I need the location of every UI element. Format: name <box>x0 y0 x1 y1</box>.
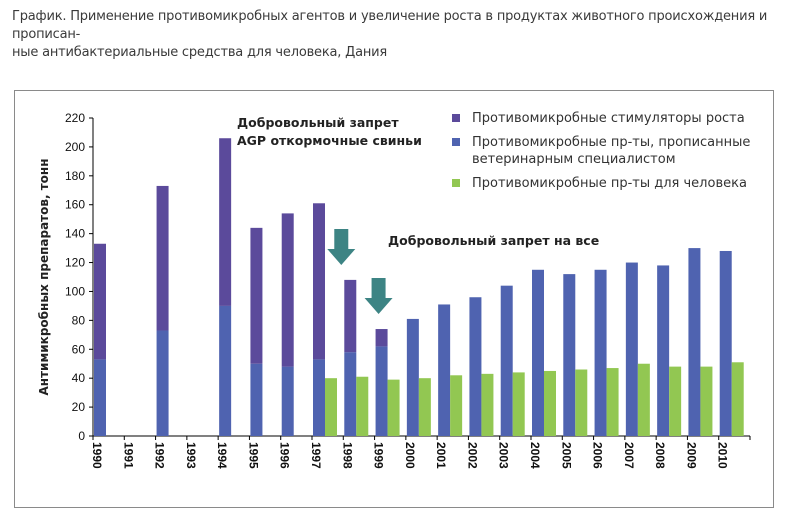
bar-vet-2005 <box>563 274 576 436</box>
bar-human-1997 <box>325 378 337 436</box>
chart-frame <box>14 90 774 508</box>
x-tick-label: 1992 <box>153 442 167 469</box>
x-tick-label: 2002 <box>465 442 479 469</box>
x-tick-label: 2010 <box>716 442 730 469</box>
bar-human-2005 <box>575 369 588 436</box>
bar-vet-1992 <box>156 330 169 436</box>
x-tick-label: 1991 <box>121 442 135 469</box>
x-tick-label: 1994 <box>215 442 229 469</box>
bar-growth-1992 <box>156 185 169 331</box>
bar-growth-1998 <box>344 279 357 353</box>
bar-vet-1998 <box>344 352 357 436</box>
y-tick-label: 220 <box>65 111 85 125</box>
x-tick-label: 1990 <box>90 442 104 469</box>
bar-human-2002 <box>481 373 494 436</box>
bar-growth-1996 <box>281 213 294 367</box>
legend-label-vet-cont: ветеринарным специалистом <box>472 152 676 167</box>
bar-human-2010 <box>731 362 744 436</box>
y-tick-label: 160 <box>65 198 85 212</box>
x-tick-label: 2007 <box>622 442 636 469</box>
bar-growth-1995 <box>250 227 263 364</box>
bar-human-1999 <box>387 379 400 436</box>
x-tick-label: 1999 <box>372 442 386 469</box>
legend-swatch-human <box>452 179 460 187</box>
bar-vet-2009 <box>688 248 701 436</box>
bar-human-2003 <box>512 372 525 436</box>
x-tick-label: 2006 <box>591 442 605 469</box>
y-tick-label: 40 <box>72 371 86 385</box>
bar-vet-1997 <box>313 359 325 436</box>
bar-vet-2000 <box>406 318 419 436</box>
legend-label-growth: Противомикробные стимуляторы роста <box>472 111 745 126</box>
bar-human-2008 <box>669 366 682 436</box>
x-tick-label: 2009 <box>684 442 698 469</box>
bar-vet-1990 <box>94 359 106 436</box>
bar-vet-1995 <box>250 363 263 436</box>
x-tick-label: 2008 <box>653 442 667 469</box>
x-tick-label: 1996 <box>278 442 292 469</box>
x-tick-label: 1993 <box>184 442 198 469</box>
y-tick-label: 200 <box>65 140 85 154</box>
bar-growth-1997 <box>313 203 325 360</box>
caption-line-1: График. Применение противомикробных аген… <box>12 9 768 42</box>
annotation-ban-all: Добровольный запрет на все <box>388 233 599 248</box>
bar-vet-1999 <box>375 346 388 436</box>
bar-vet-2010 <box>719 250 732 436</box>
bar-human-2000 <box>418 378 431 436</box>
annotation-ban-pigs-line2: AGP откормочные свиньи <box>237 133 422 148</box>
caption-line-2: ные антибактериальные средства для челов… <box>12 45 388 60</box>
bar-human-2001 <box>450 375 463 436</box>
bar-growth-1999 <box>375 329 388 347</box>
x-tick-label: 1997 <box>309 442 323 469</box>
bar-vet-2006 <box>594 269 607 436</box>
bar-human-2009 <box>700 366 713 436</box>
x-tick-label: 1995 <box>246 442 260 469</box>
legend-label-vet: Противомикробные пр-ты, прописанные <box>472 135 750 150</box>
y-tick-label: 180 <box>65 169 85 183</box>
arrow-down-icon <box>364 278 393 314</box>
y-tick-label: 140 <box>65 227 85 241</box>
legend-label-human: Противомикробные пр-ты для человека <box>472 176 747 191</box>
y-tick-label: 100 <box>65 284 85 298</box>
bar-vet-2004 <box>532 269 544 436</box>
bar-growth-1990 <box>94 243 106 360</box>
legend-swatch-vet <box>452 138 460 146</box>
y-tick-label: 80 <box>72 313 86 327</box>
bar-vet-1996 <box>281 366 294 436</box>
x-tick-label: 2005 <box>559 442 573 469</box>
bar-vet-2007 <box>625 262 638 436</box>
bar-human-2006 <box>606 368 619 436</box>
bar-vet-1994 <box>219 305 232 436</box>
y-tick-label: 120 <box>65 256 85 270</box>
bar-human-2007 <box>637 363 650 436</box>
bar-growth-1994 <box>219 138 232 306</box>
bar-vet-2002 <box>469 297 482 436</box>
bar-vet-2003 <box>500 285 513 436</box>
figure-caption: График. Применение противомикробных аген… <box>12 8 772 62</box>
x-tick-label: 1998 <box>340 442 354 469</box>
bar-human-2004 <box>544 370 556 436</box>
arrow-down-icon <box>327 229 356 265</box>
legend-swatch-growth <box>452 114 460 122</box>
bar-human-1998 <box>356 376 369 436</box>
x-tick-label: 2003 <box>497 442 511 469</box>
y-tick-label: 20 <box>72 400 86 414</box>
annotation-ban-pigs-line1: Добровольный запрет <box>237 115 399 130</box>
bar-vet-2001 <box>438 304 451 436</box>
x-tick-label: 2000 <box>403 442 417 469</box>
x-tick-label: 2001 <box>434 442 448 469</box>
bar-vet-2008 <box>657 265 670 436</box>
y-tick-label: 0 <box>78 429 85 443</box>
y-axis-label: Антимикробных препаратов, тонн <box>37 159 51 396</box>
y-tick-label: 60 <box>72 342 86 356</box>
x-tick-label: 2004 <box>528 442 542 469</box>
